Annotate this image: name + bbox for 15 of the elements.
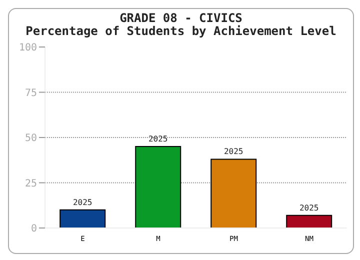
chart-subtitle: Percentage of Students by Achievement Level	[24, 24, 338, 38]
series-label: 2025	[72, 198, 92, 207]
bar	[135, 146, 182, 228]
text: 2025	[148, 134, 168, 144]
y-tick-label: 100	[18, 42, 37, 54]
y-tick-label: 25	[24, 178, 37, 190]
y-tick-label: 50	[24, 133, 37, 144]
bar	[210, 158, 257, 228]
bar	[286, 214, 332, 228]
y-tick-label: 0	[30, 224, 37, 235]
chart-title: GRADE 08 - CIVICS	[118, 11, 244, 25]
text: 2025	[224, 147, 244, 156]
y-tick-label: 75	[24, 88, 37, 99]
bar	[60, 209, 106, 228]
text: 2025	[299, 203, 319, 212]
